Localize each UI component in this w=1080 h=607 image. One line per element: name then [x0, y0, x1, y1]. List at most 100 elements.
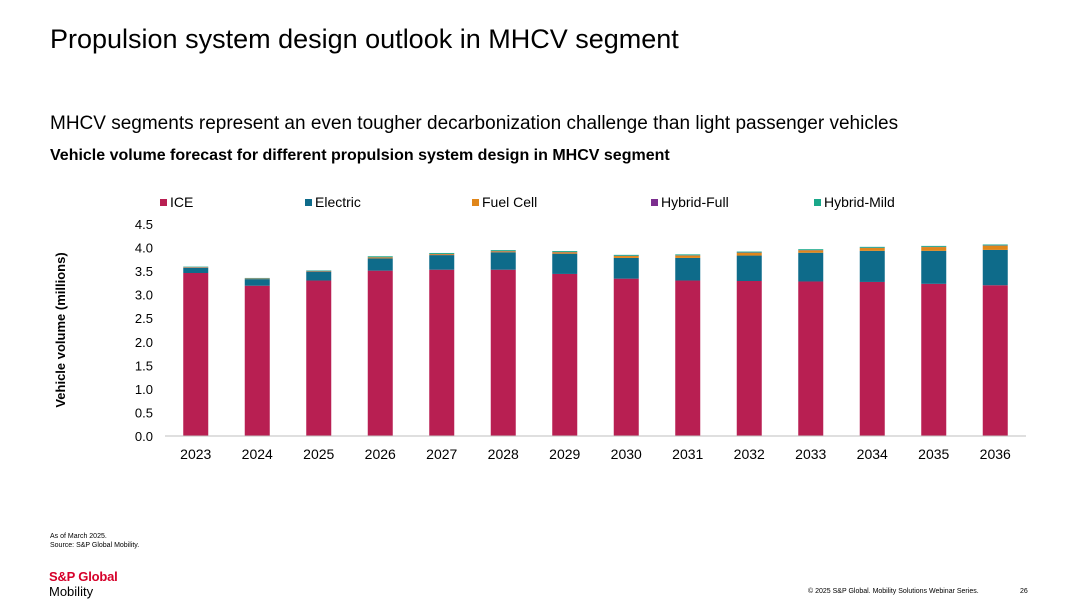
y-tick-label: 4.5: [135, 217, 153, 232]
legend-swatch-fuel-cell: [472, 199, 479, 206]
source-notes: As of March 2025. Source: S&P Global Mob…: [50, 532, 139, 550]
x-tick-label: 2034: [857, 446, 888, 462]
y-tick-label: 4.0: [135, 241, 153, 256]
x-tick-label: 2024: [242, 446, 273, 462]
bar-fuel-cell-2026: [367, 257, 393, 259]
bar-ice-2024: [244, 285, 270, 436]
page-number: 26: [1020, 588, 1028, 595]
bar-electric-2029: [552, 253, 578, 274]
bar-fuel-cell-2033: [798, 250, 824, 253]
legend-label: Hybrid-Full: [661, 194, 729, 210]
y-axis-label: Vehicle volume (millions): [53, 252, 68, 407]
bar-hybrid-mild-2034: [859, 246, 885, 248]
legend-swatch-ice: [160, 199, 167, 206]
bars: [183, 244, 1008, 436]
bar-electric-2023: [183, 267, 209, 273]
note-source: Source: S&P Global Mobility.: [50, 542, 140, 549]
bar-ice-2036: [982, 285, 1008, 436]
bar-electric-2028: [490, 252, 516, 270]
chart-legend: ICE Electric Fuel Cell Hybrid-Full Hybrid-Mi…: [160, 194, 895, 210]
page-title: Propulsion system design outlook in MHCV…: [50, 24, 679, 54]
bar-fuel-cell-2027: [429, 254, 455, 256]
x-axis: 2023 2024 2025 2026 2027 2028 2029 2030 2031 2032…: [165, 435, 1026, 462]
bar-hybrid-mild-2028: [490, 250, 516, 252]
bar-ice-2035: [921, 283, 947, 436]
sp-global-logo: S&P Global Mobility: [49, 570, 118, 598]
y-tick-label: 3.5: [135, 264, 153, 279]
bar-ice-2027: [429, 269, 455, 436]
legend-label: Fuel Cell: [482, 194, 537, 210]
bar-ice-2030: [613, 278, 639, 436]
x-tick-label: 2032: [734, 446, 765, 462]
bar-electric-2025: [306, 271, 332, 281]
copyright-footer: © 2025 S&P Global. Mobility Solutions We…: [808, 588, 979, 595]
bar-hybrid-mild-2030: [613, 254, 639, 256]
legend-swatch-electric: [305, 199, 312, 206]
bar-ice-2033: [798, 281, 824, 436]
y-tick-label: 2.0: [135, 335, 153, 350]
bar-ice-2028: [490, 269, 516, 436]
logo-brand-text: S&P Global: [49, 569, 118, 584]
bar-ice-2023: [183, 272, 209, 436]
bar-ice-2034: [859, 281, 885, 436]
bar-fuel-cell-2029: [552, 252, 578, 254]
bar-hybrid-mild-2031: [675, 254, 701, 256]
legend-label: Hybrid-Mild: [824, 194, 895, 210]
bar-fuel-cell-2032: [736, 252, 762, 256]
x-tick-label: 2025: [303, 446, 334, 462]
bar-electric-2033: [798, 252, 824, 282]
bar-hybrid-mild-2035: [921, 245, 947, 247]
y-tick-label: 0.0: [135, 429, 153, 444]
bar-fuel-cell-2036: [982, 245, 1008, 250]
bar-electric-2030: [613, 257, 639, 279]
bar-electric-2026: [367, 258, 393, 271]
x-tick-label: 2027: [426, 446, 457, 462]
x-tick-label: 2028: [488, 446, 519, 462]
bar-ice-2031: [675, 280, 701, 436]
note-as-of: As of March 2025.: [50, 533, 107, 540]
y-tick-label: 1.5: [135, 358, 153, 373]
bar-fuel-cell-2035: [921, 247, 947, 251]
bar-electric-2024: [244, 279, 270, 286]
bar-hybrid-mild-2033: [798, 249, 824, 251]
bar-hybrid-mild-2027: [429, 252, 455, 254]
bar-electric-2035: [921, 250, 947, 284]
y-tick-label: 3.0: [135, 288, 153, 303]
bar-electric-2036: [982, 249, 1008, 286]
bar-electric-2027: [429, 255, 455, 270]
legend-swatch-hybrid-mild: [814, 199, 821, 206]
bar-electric-2034: [859, 250, 885, 282]
legend-label: Electric: [315, 194, 361, 210]
x-tick-label: 2035: [918, 446, 949, 462]
bar-fuel-cell-2031: [675, 255, 701, 258]
bar-ice-2026: [367, 270, 393, 436]
bar-ice-2025: [306, 280, 332, 436]
bar-ice-2032: [736, 281, 762, 436]
y-axis: 0.0 0.5 1.0 1.5 2.0 2.5 3.0 3.5 4.0 4.5 Vehicle vo…: [53, 217, 153, 444]
bar-electric-2032: [736, 255, 762, 282]
legend-label: ICE: [170, 194, 193, 210]
bar-electric-2031: [675, 257, 701, 281]
x-tick-label: 2033: [795, 446, 826, 462]
x-tick-label: 2030: [611, 446, 642, 462]
y-tick-label: 0.5: [135, 405, 153, 420]
page-subtitle: MHCV segments represent an even tougher …: [50, 113, 899, 134]
x-tick-label: 2036: [980, 446, 1011, 462]
bar-fuel-cell-2028: [490, 251, 516, 253]
bar-hybrid-mild-2032: [736, 251, 762, 253]
chart-heading: Vehicle volume forecast for different pr…: [50, 147, 670, 164]
bar-hybrid-mild-2036: [982, 244, 1008, 246]
legend-swatch-hybrid-full: [651, 199, 658, 206]
bar-fuel-cell-2030: [613, 256, 639, 258]
x-tick-label: 2023: [180, 446, 211, 462]
y-tick-label: 1.0: [135, 382, 153, 397]
x-tick-label: 2026: [365, 446, 396, 462]
x-tick-label: 2031: [672, 446, 703, 462]
bar-fuel-cell-2034: [859, 248, 885, 251]
x-tick-label: 2029: [549, 446, 580, 462]
bar-hybrid-mild-2026: [367, 256, 393, 258]
y-tick-label: 2.5: [135, 311, 153, 326]
logo-division-text: Mobility: [49, 584, 94, 599]
bar-ice-2029: [552, 273, 578, 436]
